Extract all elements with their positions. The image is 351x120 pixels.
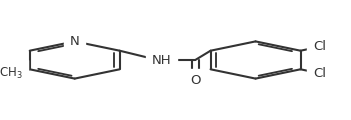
Text: Cl: Cl [313,40,326,53]
Text: Cl: Cl [313,67,326,80]
Text: NH: NH [152,54,172,66]
Text: CH$_3$: CH$_3$ [0,66,23,81]
Text: N: N [70,35,80,48]
Text: O: O [190,75,200,87]
